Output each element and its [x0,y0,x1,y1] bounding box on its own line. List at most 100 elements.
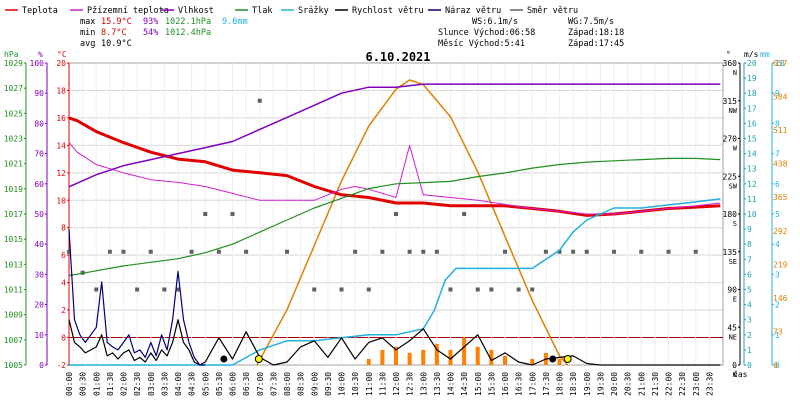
wind-gust-info: WG:7.5m/s [568,17,614,27]
moon-info: Měsíc Východ:5:41 [438,39,525,49]
wind-dir-point [244,249,249,254]
wind-dir-point [148,249,153,254]
legend-label: Srážky [298,6,329,16]
wind-dir-point [530,287,535,292]
axis-ms-label: 7 [747,255,752,264]
wind-dir-point [557,249,562,254]
x-tick-label: 13:00 [419,372,428,396]
x-tick-label: 19:00 [583,372,592,396]
axis-degc-label: 10 [56,196,66,205]
axis-ms-label: 6 [747,270,752,279]
x-tick-label: 03:30 [160,372,169,396]
chart-title: 6.10.2021 [365,50,430,64]
moonset-marker [549,355,557,363]
solar-bar [503,355,507,365]
axis-mm-label: 2 [775,301,780,310]
axis-deg-dir-label: NE [729,333,737,341]
axis-degc-label: 2 [61,306,66,315]
stat-min-hum: 54% [143,28,158,38]
x-tick-label: 17:00 [528,372,537,396]
axis-mm-label: 0 [775,361,780,370]
x-tick-label: 23:00 [692,372,701,396]
unit-pct: % [38,50,43,59]
x-tick-label: 04:30 [188,372,197,396]
axis-pct-label: 80 [34,119,44,128]
wind-dir-point [394,212,398,216]
wind-dir-point [462,212,467,216]
wind-gust-series [68,229,206,366]
axis-degc-label: 12 [56,169,66,178]
axis-hpa-label: 1007 [4,336,23,345]
axis-deg-label: 90 [727,286,737,295]
x-tick-label: 20:30 [624,372,633,396]
axis-deg-label: 135 [723,248,738,257]
x-tick-label: 11:30 [378,372,387,396]
axis-pct-label: 100 [30,59,45,68]
axis-mm-label: 10 [775,59,785,68]
axis-deg-label: 0 [732,361,737,370]
wind-dir-point [339,287,344,292]
wind-dir-point [421,249,426,254]
x-tick-label: 18:30 [569,372,578,396]
stat-avg-temp: 10.9°C [101,39,132,49]
legend-label: Náraz větru [445,6,501,16]
axis-ms-label: 9 [747,225,752,234]
legend-label: Teplota [22,6,58,16]
stat-min-press: 1012.4hPa [165,28,211,38]
axis-deg-dir-label: SW [729,182,738,190]
axis-deg-label: 360 [723,59,738,68]
stat-max-rain: 9.6mm [222,17,248,27]
x-tick-label: 00:30 [79,372,88,396]
wind-dir-point [584,249,589,254]
axis-hpa-label: 1009 [4,311,23,320]
axis-deg-dir-label: W [733,145,738,153]
axis-ms-label: 19 [747,74,757,83]
axis-deg-dir-label: S [733,220,737,228]
stat-min-temp: 8.7°C [101,28,127,38]
stat-max-hum: 93% [143,17,158,27]
x-tick-label: 20:00 [610,372,619,396]
wind-dir-point [693,249,698,254]
axis-pct-label: 40 [34,240,44,249]
x-tick-label: 15:30 [487,372,496,396]
axis-ms-label: 13 [747,165,757,174]
legend-label: Rychlost větru [352,6,424,16]
stat-max-temp: 15.9°C [101,17,132,27]
axis-hpa-label: 1015 [4,235,23,244]
axis-hpa-label: 1025 [4,109,23,118]
axis-mm-label: 4 [775,240,780,249]
axis-solar-label: 584 [773,93,788,102]
x-tick-label: 12:30 [406,372,415,396]
axis-pct-label: 10 [34,331,44,340]
axis-pct-label: 60 [34,180,44,189]
axis-hpa-label: 1023 [4,135,23,144]
solar-bar [434,343,439,365]
axis-pct-label: 20 [34,301,44,310]
x-tick-label: 15:00 [474,372,483,396]
x-tick-label: 09:00 [310,372,319,396]
wind-dir-point [516,287,521,292]
x-tick-label: 08:30 [297,372,306,396]
axis-degc-label: 4 [61,279,66,288]
axis-mm-label: 3 [775,270,780,279]
wind-dir-point [135,287,140,292]
x-tick-label: 06:30 [242,372,251,396]
sunset-marker [563,355,572,363]
solar-bar [489,349,494,365]
axis-ms-label: 2 [747,331,752,340]
x-tick-label: 01:30 [106,372,115,396]
sunrise-marker [254,355,263,363]
wind-dir-point [571,249,576,254]
wind-dir-point [448,287,453,292]
plot-area [67,79,721,366]
axis-solar-label: 73 [773,327,783,336]
wind-dir-point [543,249,548,254]
solar-bar [557,358,562,365]
x-tick-label: 21:30 [651,372,660,396]
unit-degc: °C [57,50,67,59]
solar-curve [256,79,569,366]
wind-dir-point [475,287,480,292]
axis-ms-label: 8 [747,240,752,249]
wind-dir-point [380,249,385,254]
axis-ms-label: 15 [747,135,757,144]
